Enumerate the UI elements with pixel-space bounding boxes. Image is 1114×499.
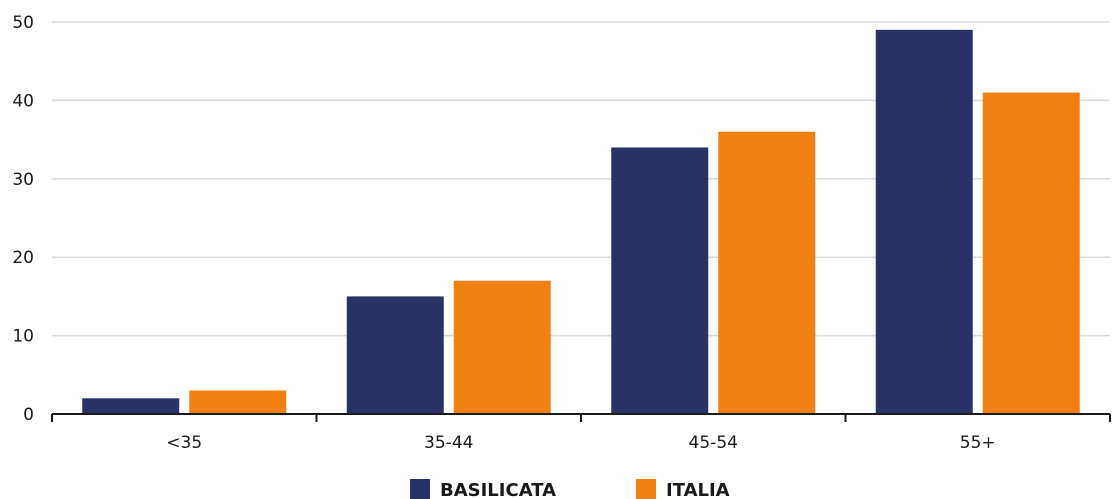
legend-swatch-italia (636, 479, 656, 499)
x-tick-label: 35-44 (424, 433, 473, 453)
bar-italia-2 (718, 131, 816, 414)
legend: BASILICATA ITALIA (410, 479, 730, 499)
x-axis: <35 35-44 45-54 55+ (51, 413, 1111, 453)
y-tick-label: 50 (12, 13, 34, 33)
x-tick-label: <35 (166, 433, 202, 453)
bar-basilicata-2 (611, 147, 709, 414)
bar-basilicata-0 (82, 398, 180, 414)
legend-label-italia: ITALIA (666, 480, 730, 499)
legend-label-basilicata: BASILICATA (440, 480, 556, 499)
bar-basilicata-3 (875, 29, 973, 415)
y-axis: 0 10 20 30 40 50 (12, 13, 34, 425)
y-tick-label: 20 (12, 248, 34, 268)
bar-italia-3 (982, 92, 1080, 414)
y-tick-label: 30 (12, 170, 34, 190)
legend-swatch-basilicata (410, 479, 430, 499)
bar-italia-1 (453, 280, 551, 414)
bar-basilicata-1 (346, 296, 444, 414)
y-tick-label: 10 (12, 327, 34, 347)
bar-italia-0 (189, 390, 287, 414)
y-tick-label: 0 (23, 405, 34, 425)
bars (82, 29, 1080, 415)
x-tick-label: 45-54 (689, 433, 738, 453)
x-tick-label: 55+ (960, 433, 996, 453)
y-tick-label: 40 (12, 91, 34, 111)
